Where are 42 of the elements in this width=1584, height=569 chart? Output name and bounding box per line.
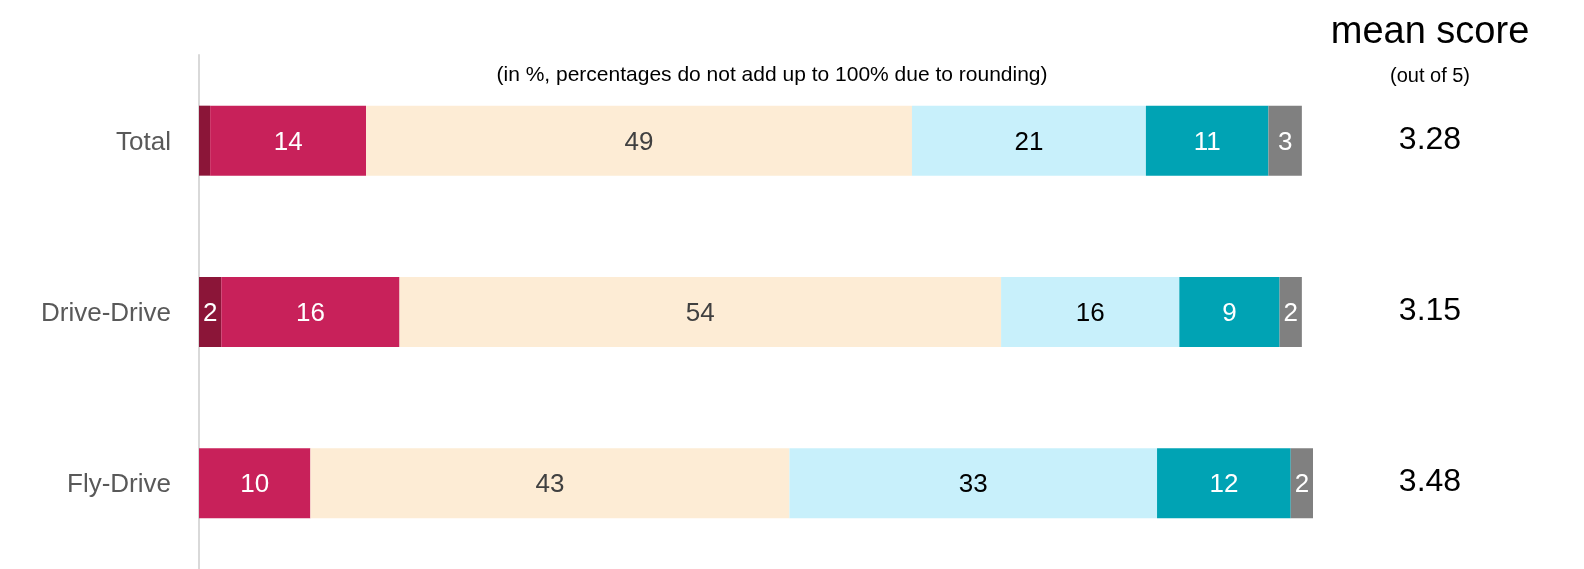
data-label: 14 bbox=[273, 125, 303, 156]
data-label: 21 bbox=[1014, 125, 1044, 156]
data-label: 54 bbox=[685, 297, 715, 327]
bar bbox=[1179, 277, 1280, 347]
bar bbox=[210, 105, 367, 176]
bar bbox=[366, 105, 912, 176]
bar bbox=[1268, 105, 1302, 176]
y-tick-label: Fly-Drive bbox=[67, 468, 171, 499]
bar bbox=[310, 448, 790, 519]
y-tick-label: Total bbox=[116, 125, 171, 156]
text: 3.28 bbox=[1398, 119, 1462, 156]
data-label: 16 bbox=[1075, 297, 1105, 327]
y-tick-label: Drive-Drive bbox=[41, 297, 171, 327]
data-label: 2 bbox=[1283, 297, 1298, 327]
bar bbox=[1157, 448, 1291, 519]
bar bbox=[199, 448, 311, 519]
data-label: 10 bbox=[240, 468, 270, 499]
data-label: 2 bbox=[1294, 468, 1310, 499]
data-label: 2 bbox=[202, 297, 218, 327]
text: mean score bbox=[1330, 9, 1530, 51]
bar bbox=[1001, 277, 1180, 347]
data-label: 16 bbox=[295, 297, 325, 327]
text: (out of 5) bbox=[1389, 64, 1471, 86]
bar bbox=[911, 105, 1146, 176]
bar bbox=[1145, 105, 1269, 176]
bar bbox=[221, 277, 400, 347]
bar bbox=[199, 277, 222, 347]
data-label: 11 bbox=[1193, 125, 1221, 156]
bar bbox=[1279, 277, 1302, 347]
bar bbox=[1290, 448, 1313, 519]
data-label: 33 bbox=[958, 468, 988, 499]
text: 3.48 bbox=[1398, 462, 1462, 499]
data-label: 49 bbox=[624, 125, 654, 156]
chart-subtitle: (in %, percentages do not add up to 100% due to rounding) bbox=[496, 62, 1048, 85]
data-label: 9 bbox=[1222, 297, 1237, 327]
bar bbox=[789, 448, 1158, 519]
bar bbox=[199, 105, 211, 176]
text: 3.15 bbox=[1398, 291, 1462, 327]
data-label: 12 bbox=[1209, 468, 1239, 499]
data-label: 3 bbox=[1277, 125, 1293, 156]
data-label: 43 bbox=[535, 468, 565, 499]
bar bbox=[399, 277, 1002, 347]
